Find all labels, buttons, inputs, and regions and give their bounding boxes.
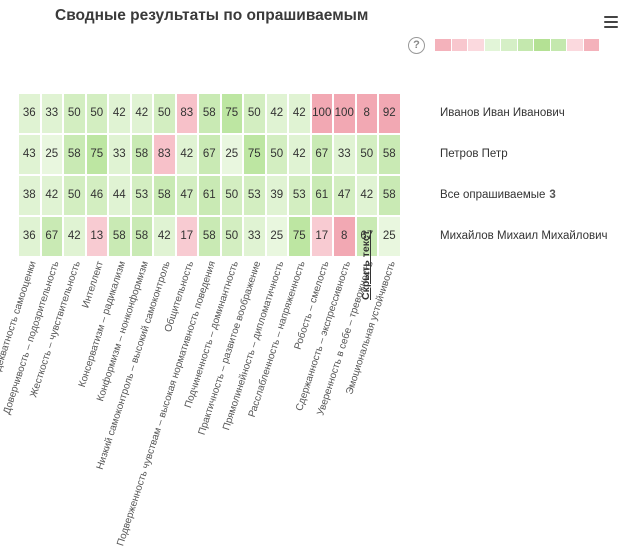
heatmap-cell[interactable]: 50 [356,135,377,174]
heatmap-cell[interactable]: 36 [19,94,40,133]
legend-swatch [517,39,533,51]
heatmap-cell[interactable]: 67 [41,217,62,256]
heatmap-cell[interactable]: 25 [41,135,62,174]
row-label-text: Михайлов Михаил Михайлович [440,230,608,242]
legend-swatch [468,39,484,51]
heatmap-cell[interactable]: 53 [244,176,265,215]
heatmap-cell[interactable]: 44 [109,176,130,215]
heatmap-cell[interactable]: 58 [131,135,152,174]
heatmap-cell[interactable]: 36 [19,217,40,256]
heatmap-cell[interactable]: 92 [379,94,400,133]
heatmap-cell[interactable]: 33 [334,135,355,174]
heatmap-cell[interactable]: 61 [311,176,332,215]
heatmap-cell[interactable]: 13 [86,217,107,256]
heatmap-cell[interactable]: 58 [379,135,400,174]
legend-swatch [435,39,451,51]
row-label[interactable]: Иванов Иван Иванович [440,107,565,119]
heatmap-cell[interactable]: 61 [199,176,220,215]
heatmap-cell[interactable]: 100 [311,94,332,133]
heatmap-cell[interactable]: 75 [86,135,107,174]
heatmap-cell[interactable]: 42 [289,94,310,133]
row-label-text: Иванов Иван Иванович [440,107,565,119]
heatmap-cell[interactable]: 58 [109,217,130,256]
respondent-count-badge: 3 [549,189,556,201]
table-row: 43 25 58 75 33 58 83 42 67 25 75 50 42 67 33 50 58 [19,135,402,174]
heatmap-cell[interactable]: 50 [86,94,107,133]
heatmap-cell[interactable]: 25 [221,135,242,174]
results-heatmap: 36 33 50 50 42 42 50 83 58 75 50 42 42 100 100 8 92 43 25 5… [19,94,402,258]
heatmap-cell[interactable]: 38 [19,176,40,215]
heatmap-cell[interactable]: 33 [41,94,62,133]
heatmap-cell[interactable]: 58 [199,94,220,133]
row-label[interactable]: Михайлов Михаил Михайлович [440,230,608,242]
heatmap-cell[interactable]: 75 [221,94,242,133]
heatmap-cell[interactable]: 83 [176,94,197,133]
heatmap-cell[interactable]: 50 [244,94,265,133]
heatmap-cell[interactable]: 17 [311,217,332,256]
heatmap-cell[interactable]: 100 [334,94,355,133]
heatmap-cell[interactable]: 50 [221,217,242,256]
column-label: Интеллект [79,259,106,310]
heatmap-cell[interactable]: 42 [64,217,85,256]
heatmap-cell[interactable]: 67 [356,217,377,256]
heatmap-cell[interactable]: 83 [154,135,175,174]
heatmap-cell[interactable]: 50 [221,176,242,215]
heatmap-cell[interactable]: 53 [289,176,310,215]
heatmap-cell[interactable]: 50 [154,94,175,133]
heatmap-cell[interactable]: 67 [199,135,220,174]
legend-swatch [484,39,500,51]
row-label[interactable]: Все опрашиваемые 3 [440,189,556,201]
row-label-text: Все опрашиваемые [440,189,546,201]
heatmap-cell[interactable]: 25 [379,217,400,256]
table-row: 36 33 50 50 42 42 50 83 58 75 50 42 42 100 100 8 92 [19,94,402,133]
heatmap-cell[interactable]: 67 [311,135,332,174]
heatmap-cell[interactable]: 50 [64,176,85,215]
hide-text-link[interactable]: Скрыть текст [360,230,372,300]
heatmap-cell[interactable]: 42 [289,135,310,174]
heatmap-cell[interactable]: 42 [154,217,175,256]
heatmap-cell[interactable]: 8 [356,94,377,133]
heatmap-cell[interactable]: 8 [334,217,355,256]
heatmap-cell[interactable]: 58 [64,135,85,174]
heatmap-cell[interactable]: 17 [176,217,197,256]
heatmap-cell[interactable]: 58 [154,176,175,215]
legend-swatch [501,39,517,51]
help-icon[interactable]: ? [408,37,425,54]
heatmap-cell[interactable]: 46 [86,176,107,215]
heatmap-cell[interactable]: 42 [176,135,197,174]
menu-icon[interactable] [604,16,618,28]
heatmap-cell[interactable]: 43 [19,135,40,174]
heatmap-cell[interactable]: 33 [244,217,265,256]
heatmap-cell[interactable]: 58 [379,176,400,215]
heatmap-cell[interactable]: 42 [266,94,287,133]
heatmap-cell[interactable]: 75 [289,217,310,256]
heatmap-cell[interactable]: 47 [176,176,197,215]
heatmap-cell[interactable]: 53 [131,176,152,215]
heatmap-cell[interactable]: 58 [199,217,220,256]
legend-swatch [451,39,467,51]
heatmap-cell[interactable]: 42 [109,94,130,133]
page-title: Сводные результаты по опрашиваемым [55,7,369,24]
legend-swatch [534,39,550,51]
heatmap-cell[interactable]: 33 [109,135,130,174]
legend-swatch [567,39,583,51]
row-label-text: Петров Петр [440,148,508,160]
heatmap-cell[interactable]: 47 [334,176,355,215]
heatmap-cell[interactable]: 75 [244,135,265,174]
heatmap-cell[interactable]: 42 [41,176,62,215]
heatmap-cell[interactable]: 58 [131,217,152,256]
legend-swatch [550,39,566,51]
row-label[interactable]: Петров Петр [440,148,508,160]
heatmap-cell[interactable]: 50 [266,135,287,174]
color-legend [435,39,600,51]
table-row: 38 42 50 46 44 53 58 47 61 50 53 39 53 61 47 42 58 [19,176,402,215]
table-row: 36 67 42 13 58 58 42 17 58 50 33 25 75 17 8 67 25 [19,217,402,256]
heatmap-cell[interactable]: 25 [266,217,287,256]
legend-swatch [583,39,599,51]
heatmap-cell[interactable]: 39 [266,176,287,215]
heatmap-cell[interactable]: 42 [131,94,152,133]
heatmap-cell[interactable]: 42 [356,176,377,215]
heatmap-cell[interactable]: 50 [64,94,85,133]
